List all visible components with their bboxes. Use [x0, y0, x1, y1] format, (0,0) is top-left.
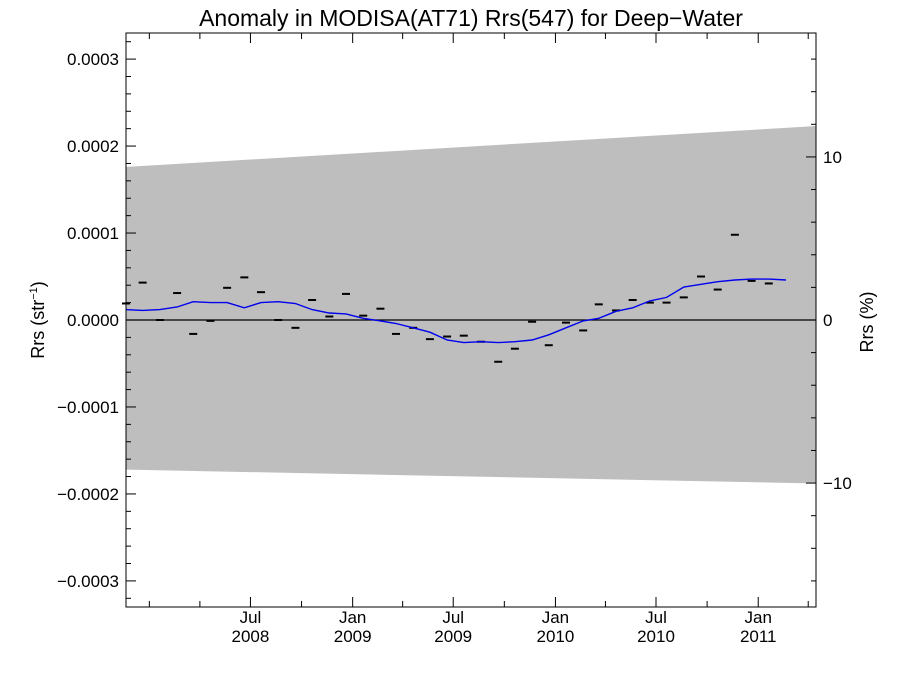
smoothed-series-line — [125, 278, 787, 344]
y-left-tick-label: 0.0002 — [67, 137, 119, 156]
y-axis-left-label-close: ) — [28, 281, 48, 287]
uncertainty-band — [126, 126, 816, 484]
y-axis-right-label: Rrs (%) — [857, 292, 877, 353]
axes: 0.0003 0.0002 0.0001 0.0000 −0.0001 −0.0002 −0… — [57, 32, 852, 646]
x-tick-month-label: Jan — [745, 608, 772, 627]
y-left-tick-label: 0.0001 — [67, 224, 119, 243]
y-left-tick-label: −0.0001 — [57, 398, 119, 417]
y-left-tick-label: 0.0003 — [67, 50, 119, 69]
x-tick-year-label: 2010 — [537, 627, 575, 646]
x-tick-month-label: Jan — [339, 608, 366, 627]
x-tick-year-label: 2009 — [334, 627, 372, 646]
x-tick-month-label: Jul — [645, 608, 667, 627]
x-tick-year-label: 2010 — [637, 627, 675, 646]
x-tick-month-label: Jul — [240, 608, 262, 627]
x-tick-year-label: 2009 — [434, 627, 472, 646]
y-axis-left-label-sup: −1 — [28, 287, 40, 300]
y-left-tick-label: −0.0003 — [57, 572, 119, 591]
y-axis-left-label-text: Rrs (str — [28, 300, 48, 359]
plot-area — [122, 126, 816, 484]
x-tick-year-label: 2008 — [232, 627, 270, 646]
x-tick-year-label: 2011 — [740, 627, 777, 646]
y-right-tick-label: 10 — [823, 148, 842, 167]
y-left-tick-label: −0.0002 — [57, 485, 119, 504]
y-right-tick-label: 0 — [823, 311, 832, 330]
x-tick-month-label: Jul — [442, 608, 464, 627]
y-left-tick-label: 0.0000 — [67, 311, 119, 330]
chart-title: Anomaly in MODISA(AT71) Rrs(547) for Dee… — [199, 5, 743, 31]
y-right-tick-label: −10 — [823, 474, 852, 493]
y-axis-left-label: Rrs (str−1) — [28, 281, 48, 359]
x-tick-month-label: Jan — [542, 608, 569, 627]
